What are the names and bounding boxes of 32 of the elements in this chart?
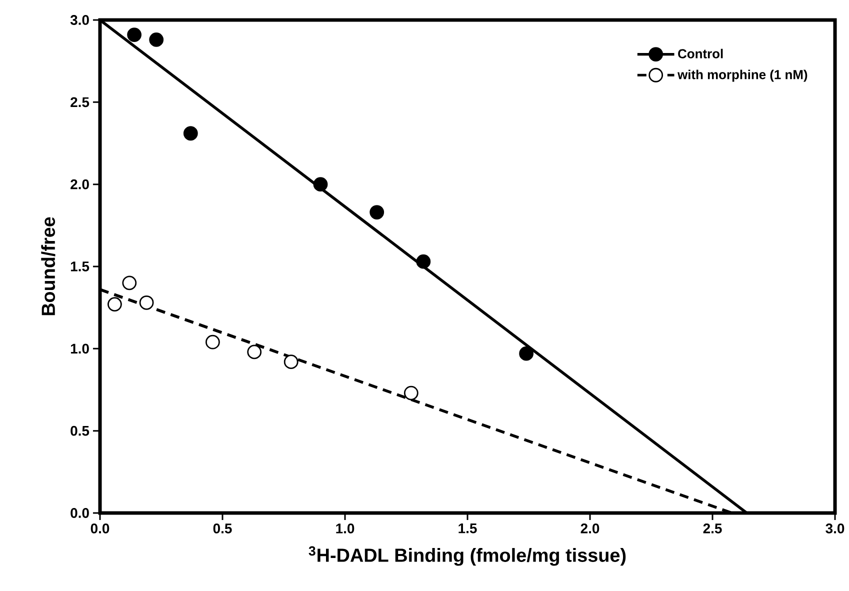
y-tick-label: 1.0 <box>70 344 89 354</box>
x-axis-title: $^{3}$H-DADL Binding (fmole/mg tissue) <box>308 546 626 566</box>
point <box>127 28 142 42</box>
point <box>284 354 298 370</box>
x-tick-label: 2.0 <box>580 524 600 534</box>
point <box>149 32 164 47</box>
x-tick-label: 1.5 <box>458 524 477 534</box>
legend-label: with morphine (1 nM) <box>678 70 808 82</box>
point <box>139 295 154 310</box>
point <box>122 276 137 290</box>
x-tick-label: 0.5 <box>213 524 232 534</box>
point <box>313 177 328 192</box>
x-tick-label: 1.0 <box>336 524 354 534</box>
point <box>247 344 262 360</box>
y-tick-label: 0.5 <box>70 426 90 436</box>
x-tick-label: 3.0 <box>826 524 844 534</box>
y-axis-title: Bound/free <box>41 217 56 316</box>
y-tick-label: 3.0 <box>70 15 89 25</box>
point <box>519 346 534 361</box>
point <box>108 297 122 312</box>
y-tick-label: 1.5 <box>70 262 90 272</box>
point <box>370 205 384 220</box>
y-tick-label: 2.5 <box>70 97 90 108</box>
legend-label: Control <box>678 48 723 58</box>
x-tick-label: 2.5 <box>703 524 722 534</box>
point <box>416 254 431 269</box>
point <box>206 334 220 350</box>
point <box>183 126 198 141</box>
point <box>404 386 418 400</box>
x-tick-label: 0.0 <box>90 524 110 534</box>
y-tick-label: 0.0 <box>70 508 89 518</box>
y-tick-label: 2.0 <box>70 179 89 190</box>
